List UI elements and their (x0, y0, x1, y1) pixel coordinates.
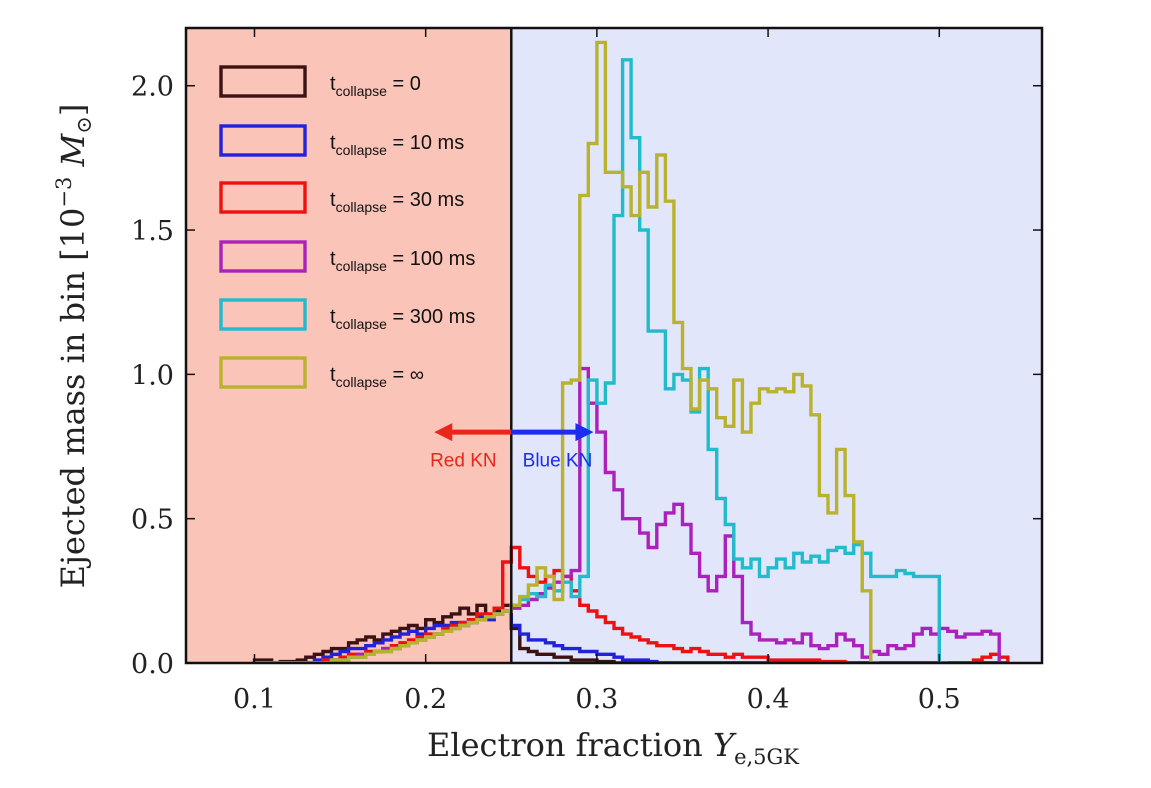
legend-item-10ms-label: tcollapse = 10 ms (330, 132, 464, 158)
x-axis-label-sub: e,5GK (734, 745, 799, 769)
legend-item-300ms-swatch (219, 298, 307, 331)
legend-item-300ms-label: tcollapse = 300 ms (330, 306, 475, 332)
y-axis: 0.0 0.5 1.0 1.5 2.0 (131, 72, 1042, 680)
x-tick-label: 0.4 (747, 684, 790, 715)
red-kn-region (186, 28, 512, 663)
blue-kn-label: Blue KN (523, 451, 593, 472)
y-axis-label-sun-symbol: ⊙ (72, 116, 96, 134)
red-kn-label: Red KN (430, 451, 497, 472)
x-tick-label: 0.3 (575, 684, 618, 715)
x-axis-label: Electron fraction Ye,5GK (427, 726, 799, 769)
x-axis: 0.1 0.2 0.3 0.4 0.5 (233, 28, 961, 715)
legend-item-0-swatch (219, 65, 307, 98)
x-axis-label-main: Electron fraction (427, 726, 713, 764)
y-axis-label: Ejected mass in bin [10−3 M⊙] (52, 104, 96, 589)
y-tick-label: 2.0 (131, 72, 174, 103)
legend-item-inf-swatch (219, 356, 307, 389)
legend-item-100ms-swatch (219, 240, 307, 273)
series-line-1 (254, 609, 1008, 663)
legend-item-100ms-label: tcollapse = 100 ms (330, 248, 475, 274)
y-axis-label-main: Ejected mass in bin [10 (54, 208, 92, 589)
background-regions (186, 28, 1042, 663)
y-tick-label: 1.5 (131, 216, 174, 247)
blue-kn-region (511, 28, 1042, 663)
legend-item-10ms-swatch (219, 124, 307, 157)
kn-annotations: Red KN Blue KN (430, 423, 594, 472)
legend-item-0-label: tcollapse = 0 (330, 73, 421, 99)
series-line-5 (254, 40, 880, 663)
x-axis-label-var: Y (713, 726, 737, 764)
y-axis-label-exp: −3 (52, 177, 76, 208)
y-axis-label-close: ] (54, 104, 92, 116)
red-kn-arrow-head (434, 423, 453, 442)
legend: tcollapse = 0 tcollapse = 10 ms tcollapse … (219, 65, 475, 390)
y-tick-label: 0.0 (131, 649, 174, 680)
series-group (252, 40, 1010, 663)
x-tick-label: 0.5 (918, 684, 961, 715)
x-tick-label: 0.2 (404, 684, 447, 715)
legend-item-30ms-label: tcollapse = 30 ms (330, 189, 464, 215)
y-axis-label-unit: M (54, 132, 92, 176)
y-tick-label: 1.0 (131, 360, 174, 391)
x-tick-label: 0.1 (233, 684, 276, 715)
y-tick-label: 0.5 (131, 505, 174, 536)
legend-item-inf-label: tcollapse = ∞ (330, 364, 424, 390)
plot-frame (184, 26, 1044, 665)
series-line-0 (252, 603, 1008, 663)
legend-item-30ms-swatch (219, 181, 307, 214)
blue-kn-arrow-head (575, 423, 594, 442)
